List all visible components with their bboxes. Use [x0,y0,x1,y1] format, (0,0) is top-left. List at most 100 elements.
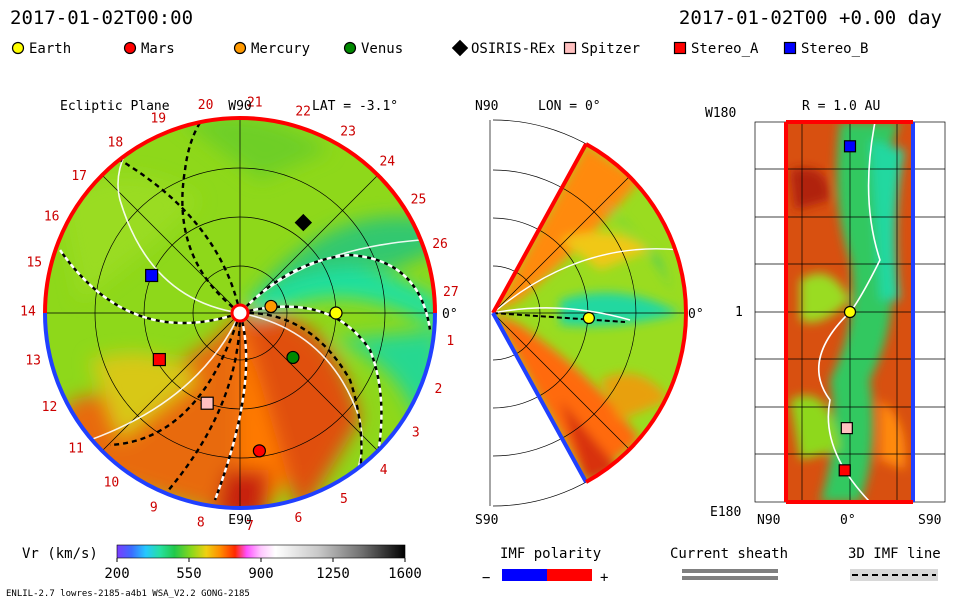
legend-label-spitzer: Spitzer [581,41,640,57]
meridional-top-label: N90 [475,99,498,114]
sector-label-26: 26 [432,237,448,252]
sector-label-22: 22 [295,105,311,120]
sun-marker [230,303,250,323]
stereo-a-marker [838,464,851,477]
sector-label-14: 14 [20,305,36,320]
radial-top-label: W180 [705,106,736,121]
mercury-marker [264,299,278,314]
sector-label-11: 11 [68,441,84,456]
radial-objects [838,140,857,477]
meridional-rim-south [585,312,688,484]
radial-mid-label: 1 [735,305,743,320]
ecliptic-title: Ecliptic Plane [60,99,170,114]
colorbar-ticks: 200 550 900 1250 1600 [104,558,422,582]
ecliptic-top-label: W90 [228,99,251,114]
ecliptic-lat-label: LAT = -3.1° [312,99,398,114]
earth-marker [11,41,25,55]
ecliptic-bottom-label: E90 [228,513,251,528]
colorbar-tick-550: 550 [176,566,201,582]
current-sheath-swatch-top [682,569,778,573]
radial-bottom-label: E180 [710,505,741,520]
stereo-a-marker [673,41,687,55]
legend-label-mercury: Mercury [251,41,310,57]
sector-label-16: 16 [44,210,60,225]
ecliptic-rim-positive-west [43,116,241,314]
osiris-rex-marker [451,39,469,57]
legend-label-earth: Earth [29,41,71,57]
sector-label-21: 21 [247,96,263,111]
stereo-b-marker [783,41,797,55]
ecliptic-right-label: 0° [442,307,458,322]
meridional-lon-label: LON = 0° [538,99,601,114]
colorbar-tick-200: 200 [104,566,129,582]
legend-label-venus: Venus [361,41,403,57]
mars-marker [123,41,137,55]
meridional-right-label: 0° [688,307,704,322]
mercury-marker [233,41,247,55]
radial-x-right: S90 [918,513,941,528]
spitzer-marker [200,396,214,410]
sector-label-9: 9 [150,501,158,516]
sector-label-1: 1 [446,334,454,349]
sector-label-6: 6 [295,511,303,526]
venus-marker [343,41,357,55]
earth-marker [329,306,343,320]
current-sheath-swatch-bottom [682,576,778,580]
colorbar-tick-1600: 1600 [388,566,422,582]
meridional-panel: N90 LON = 0° S90 0° [475,99,704,528]
stereo-b-marker [145,268,159,283]
legend-label-osiris-rex: OSIRIS-REx [471,41,555,57]
venus-marker [286,350,300,365]
sector-label-25: 25 [411,193,427,208]
osiris-rex-marker [294,213,313,232]
earth-marker [582,311,595,325]
earth-marker [843,305,857,319]
colorbar-label: Vr (km/s) [22,546,98,562]
sector-label-10: 10 [104,476,120,491]
object-legend: Earth Mars Mercury Venus OSIRIS-REx Spitzer St… [11,39,868,57]
sector-label-24: 24 [379,154,395,169]
imf-negative-swatch [502,569,547,581]
stereo-a-marker [152,352,166,367]
ecliptic-rim-negative [43,312,437,511]
sector-label-17: 17 [71,169,87,184]
radial-x-left: N90 [757,513,780,528]
spitzer-marker [563,41,577,55]
colorbar [116,544,406,559]
sector-label-15: 15 [26,256,42,271]
meridional-rim-north [585,142,688,314]
ecliptic-rim-positive [239,116,437,314]
sector-label-23: 23 [340,125,356,140]
imf-positive-swatch [547,569,592,581]
colorbar-tick-900: 900 [248,566,273,582]
sector-label-27: 27 [443,285,459,300]
legend-label-stereo-b: Stereo_B [801,41,868,57]
radial-r-label: R = 1.0 AU [802,99,880,114]
meridional-bottom-label: S90 [475,513,498,528]
sector-label-4: 4 [380,463,388,478]
current-sheath-title: Current sheath [670,546,788,562]
sector-label-5: 5 [340,492,348,507]
meridional-edge-north [491,143,588,314]
spitzer-marker [840,422,853,435]
date-left: 2017-01-02T00:00 [10,7,193,29]
meridional-edge-south [491,312,588,483]
sector-label-19: 19 [150,111,166,126]
legend-label-stereo-a: Stereo_A [691,41,759,57]
sector-label-20: 20 [198,98,214,113]
sector-label-2: 2 [434,382,442,397]
footer-run-info: ENLIL-2.7 lowres-2185-a4b1 WSA_V2.2 GONG… [6,589,250,599]
sector-label-12: 12 [42,400,58,415]
radial-x-mid: 0° [840,513,856,528]
imf-plus-label: + [600,570,608,586]
sector-label-13: 13 [25,353,41,368]
meridional-field-lines [493,248,681,323]
imf-line-title: 3D IMF line [848,546,941,562]
imf-polarity-title: IMF polarity [500,546,601,562]
stereo-b-marker [843,140,857,153]
sector-label-8: 8 [197,515,205,530]
date-right: 2017-01-02T00 +0.00 day [679,7,942,29]
imf-minus-label: − [482,570,490,586]
